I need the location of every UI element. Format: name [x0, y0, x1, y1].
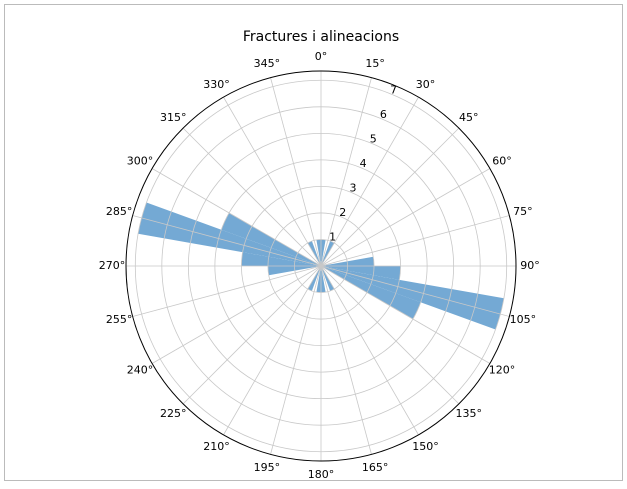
grid-line — [151, 168, 322, 267]
theta-tick-label: 45° — [459, 111, 479, 124]
theta-tick-label: 240° — [127, 364, 154, 377]
theta-tick-label: 255° — [106, 313, 133, 326]
grid-line — [320, 215, 510, 267]
theta-tick-label: 270° — [99, 259, 126, 272]
r-tick-label: 4 — [360, 157, 367, 170]
bar — [316, 239, 321, 266]
r-tick-label: 3 — [349, 181, 356, 194]
theta-tick-label: 120° — [489, 364, 516, 377]
theta-tick-label: 15° — [365, 57, 385, 70]
theta-tick-label: 195° — [254, 461, 281, 474]
theta-tick-label: 90° — [520, 259, 540, 272]
theta-tick-label: 0° — [315, 50, 328, 63]
grid-line — [320, 96, 419, 267]
grid-line — [223, 265, 322, 436]
bar — [321, 266, 326, 293]
theta-tick-label: 345° — [254, 57, 281, 70]
grid-line — [151, 265, 322, 364]
r-tick-label: 6 — [380, 108, 387, 121]
grid-line — [223, 96, 322, 267]
grid-line — [132, 265, 322, 317]
frame — [4, 4, 623, 481]
bar — [321, 266, 421, 320]
grid-line — [182, 265, 322, 405]
theta-tick-label: 300° — [127, 155, 154, 168]
theta-tick-label: 285° — [106, 205, 133, 218]
bar — [221, 212, 321, 266]
bar — [321, 239, 326, 266]
grid-line — [320, 265, 491, 364]
theta-tick-label: 225° — [160, 407, 187, 420]
theta-tick-label: 75° — [513, 205, 533, 218]
r-tick-label: 7 — [390, 83, 397, 96]
bar — [321, 266, 504, 330]
grid-line — [320, 77, 372, 267]
grid-line — [320, 265, 419, 436]
theta-tick-label: 330° — [203, 78, 230, 91]
theta-tick-label: 60° — [492, 155, 512, 168]
theta-tick-label: 105° — [510, 313, 537, 326]
bar — [241, 252, 321, 266]
r-tick-label: 5 — [370, 132, 377, 145]
theta-tick-label: 150° — [412, 440, 439, 453]
grid-line — [132, 215, 322, 267]
grid-line — [270, 77, 322, 267]
outer-circle — [125, 70, 517, 462]
bar — [316, 266, 321, 293]
bar — [321, 266, 401, 280]
grid-line — [320, 265, 372, 455]
theta-tick-label: 135° — [456, 407, 483, 420]
grid-line — [270, 265, 322, 455]
chart-title: Fractures i alineacions — [243, 29, 399, 45]
theta-tick-label: 165° — [362, 461, 389, 474]
bar — [138, 202, 321, 266]
theta-tick-label: 180° — [308, 468, 335, 481]
grid-line — [320, 168, 491, 267]
r-tick-label: 2 — [339, 206, 346, 219]
r-tick-label: 1 — [329, 230, 336, 243]
grid-line — [320, 265, 460, 405]
theta-tick-label: 30° — [416, 78, 436, 91]
grid-line — [320, 265, 510, 317]
grid-line — [320, 127, 460, 267]
grid-line — [182, 127, 322, 267]
theta-tick-label: 210° — [203, 440, 230, 453]
theta-tick-label: 315° — [160, 111, 187, 124]
